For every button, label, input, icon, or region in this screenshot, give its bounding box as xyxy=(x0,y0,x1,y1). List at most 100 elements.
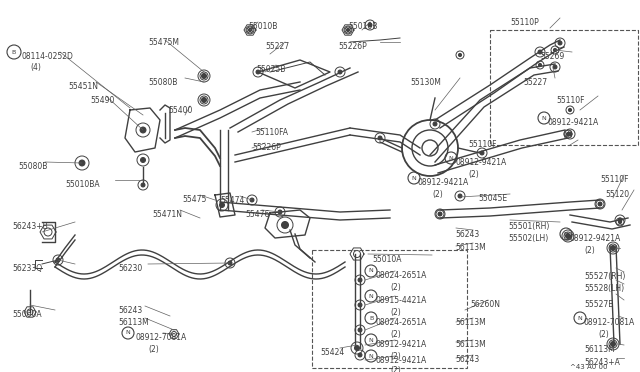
Text: 08915-4421A: 08915-4421A xyxy=(375,296,426,305)
Circle shape xyxy=(220,202,225,208)
Text: 08912-9421A: 08912-9421A xyxy=(418,178,469,187)
Text: N: N xyxy=(369,269,373,273)
Circle shape xyxy=(278,210,282,214)
Text: 08912-9421A: 08912-9421A xyxy=(570,234,621,243)
Text: (2): (2) xyxy=(390,330,401,339)
Circle shape xyxy=(538,63,541,67)
Circle shape xyxy=(458,54,461,57)
Text: 55502(LH): 55502(LH) xyxy=(508,234,548,243)
Text: 55475M: 55475M xyxy=(148,38,179,47)
Text: 56260N: 56260N xyxy=(470,300,500,309)
Text: 56230: 56230 xyxy=(118,264,142,273)
Circle shape xyxy=(282,221,289,228)
Circle shape xyxy=(202,99,205,102)
Circle shape xyxy=(358,278,362,282)
Circle shape xyxy=(358,303,362,307)
Circle shape xyxy=(598,202,602,206)
Text: 55424: 55424 xyxy=(320,348,344,357)
Circle shape xyxy=(248,28,252,32)
Text: 56243: 56243 xyxy=(455,355,479,364)
Text: (2): (2) xyxy=(390,308,401,317)
Circle shape xyxy=(618,220,621,224)
Text: 08912-9421A: 08912-9421A xyxy=(455,158,506,167)
Circle shape xyxy=(228,261,232,265)
Text: 55060A: 55060A xyxy=(12,310,42,319)
Text: 08114-0252D: 08114-0252D xyxy=(22,52,74,61)
Text: 55110FA: 55110FA xyxy=(255,128,288,137)
Text: 08912-9421A: 08912-9421A xyxy=(375,340,426,349)
Text: 55025B: 55025B xyxy=(256,65,285,74)
Text: (2): (2) xyxy=(432,190,443,199)
Circle shape xyxy=(566,234,570,238)
Circle shape xyxy=(611,342,614,346)
Text: 56113M: 56113M xyxy=(455,318,486,327)
Text: 55010B: 55010B xyxy=(348,22,378,31)
Text: 55226P: 55226P xyxy=(252,143,281,152)
Text: 55045E: 55045E xyxy=(478,194,507,203)
Text: 56233Q: 56233Q xyxy=(12,264,42,273)
Text: 08912-9421A: 08912-9421A xyxy=(375,356,426,365)
Circle shape xyxy=(56,258,60,262)
Text: 55110F: 55110F xyxy=(556,96,584,105)
Text: 55475: 55475 xyxy=(182,195,206,204)
Text: 55400: 55400 xyxy=(168,106,193,115)
Circle shape xyxy=(553,65,557,69)
Text: 55110F: 55110F xyxy=(468,140,497,149)
Text: (2): (2) xyxy=(390,283,401,292)
Circle shape xyxy=(611,341,616,346)
Text: 55451N: 55451N xyxy=(68,82,98,91)
Text: 55476: 55476 xyxy=(245,210,269,219)
Circle shape xyxy=(141,183,145,187)
Circle shape xyxy=(79,160,85,166)
Text: N: N xyxy=(125,330,131,336)
Circle shape xyxy=(538,50,542,54)
Text: 56243: 56243 xyxy=(455,230,479,239)
Text: N: N xyxy=(369,294,373,298)
Circle shape xyxy=(618,218,622,222)
Circle shape xyxy=(140,127,146,133)
Circle shape xyxy=(554,48,557,52)
Text: B: B xyxy=(369,315,373,321)
Text: 55474: 55474 xyxy=(220,196,244,205)
Text: 55130M: 55130M xyxy=(410,78,441,87)
Circle shape xyxy=(250,198,254,202)
Text: 55490: 55490 xyxy=(90,96,115,105)
Text: 55080B: 55080B xyxy=(18,162,47,171)
Circle shape xyxy=(202,74,205,78)
Text: 55110P: 55110P xyxy=(510,18,539,27)
Text: 55227: 55227 xyxy=(523,78,547,87)
Text: 55226P: 55226P xyxy=(338,42,367,51)
Circle shape xyxy=(202,74,207,78)
Text: 55527E: 55527E xyxy=(584,300,613,309)
Text: 55269: 55269 xyxy=(540,52,564,61)
Circle shape xyxy=(568,132,572,136)
Text: 08912-7081A: 08912-7081A xyxy=(584,318,636,327)
Text: 55010BA: 55010BA xyxy=(65,180,100,189)
Text: ^43 A0 00: ^43 A0 00 xyxy=(570,364,607,370)
Text: (4): (4) xyxy=(30,63,41,72)
Circle shape xyxy=(568,108,572,112)
Text: 56243+A: 56243+A xyxy=(584,358,620,367)
Text: 56113M: 56113M xyxy=(584,345,615,354)
Text: B: B xyxy=(12,49,16,55)
Circle shape xyxy=(611,246,616,250)
Text: 55080B: 55080B xyxy=(148,78,177,87)
Text: (2): (2) xyxy=(562,130,573,139)
Text: 56243: 56243 xyxy=(118,306,142,315)
Text: (2): (2) xyxy=(598,330,609,339)
Circle shape xyxy=(433,122,437,126)
Circle shape xyxy=(355,346,360,350)
Text: 56113M: 56113M xyxy=(455,243,486,252)
Circle shape xyxy=(566,234,570,238)
Circle shape xyxy=(202,97,207,103)
Circle shape xyxy=(338,70,342,74)
Text: 56113M: 56113M xyxy=(455,340,486,349)
Text: 55110F: 55110F xyxy=(600,175,628,184)
Text: 55120: 55120 xyxy=(605,190,629,199)
Text: 55471N: 55471N xyxy=(152,210,182,219)
Text: N: N xyxy=(412,176,417,180)
Text: N: N xyxy=(369,353,373,359)
Text: N: N xyxy=(369,337,373,343)
Text: 55501(RH): 55501(RH) xyxy=(508,222,549,231)
Text: N: N xyxy=(564,231,568,237)
